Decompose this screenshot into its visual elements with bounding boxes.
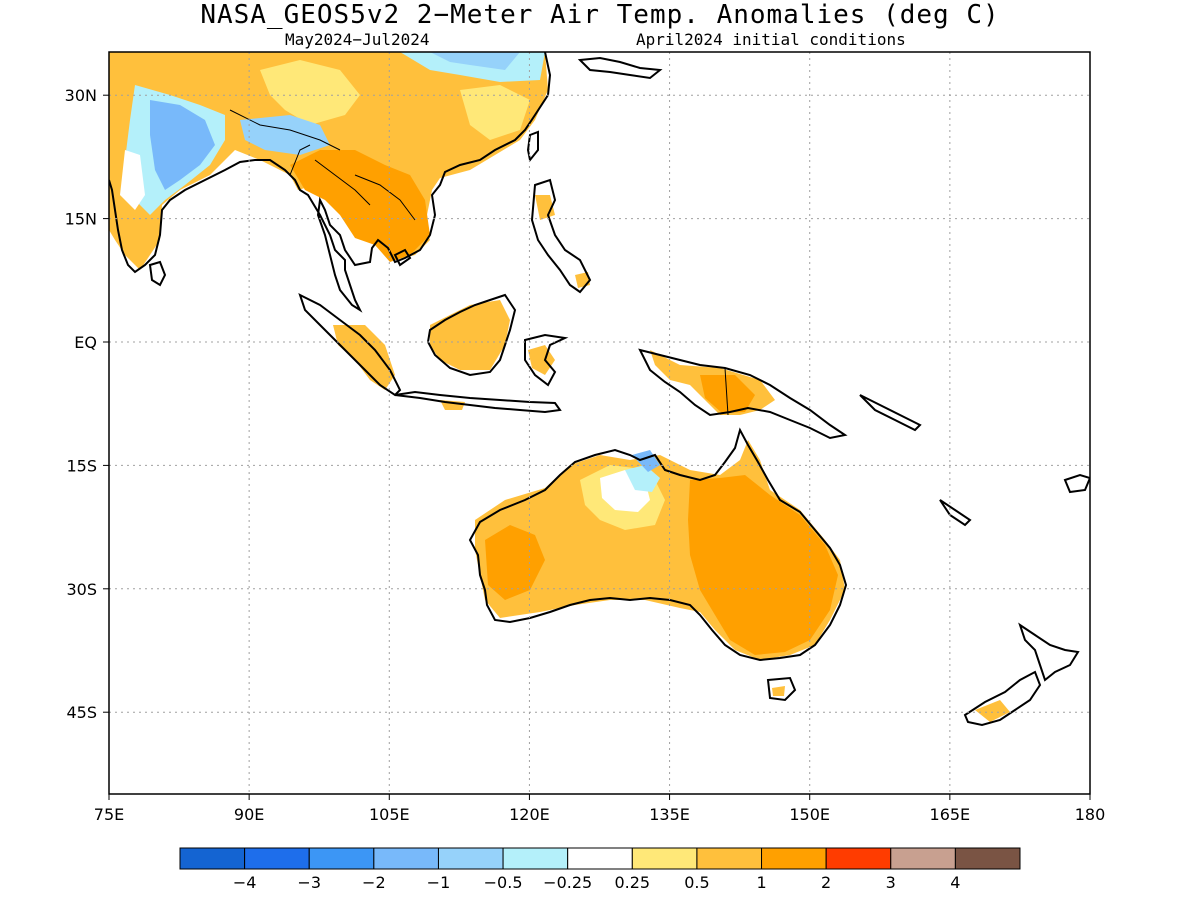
anomaly-region-sumatra	[333, 325, 395, 390]
coastline-sulawesi	[524, 333, 569, 387]
color-legend-swatch	[631, 847, 698, 870]
color-legend-label: 2	[821, 873, 831, 892]
coastline-new-guinea	[638, 348, 848, 440]
border-png	[724, 367, 729, 416]
color-legend-swatch	[437, 847, 504, 870]
coastline-japan	[577, 56, 663, 80]
color-legend-swatch	[696, 847, 763, 870]
lat-tick-label: 30N	[65, 86, 97, 105]
anomaly-region-new-guinea-strong	[700, 375, 755, 413]
color-legend-label: 0.5	[684, 873, 709, 892]
lon-tick-label: 105E	[369, 805, 410, 824]
plot-border	[108, 51, 1091, 795]
border-himalaya	[229, 109, 341, 151]
color-legend-swatch	[954, 847, 1021, 870]
coastlines	[109, 52, 1090, 727]
border-bangladesh	[289, 144, 311, 176]
plot-area	[109, 52, 1090, 727]
color-legend-label: 1	[756, 873, 766, 892]
lat-tick-label: 45S	[66, 703, 97, 722]
color-legend-swatch	[502, 847, 569, 870]
lon-tick-label: 165E	[930, 805, 971, 824]
anomaly-shading	[109, 52, 1010, 722]
anomaly-region-tasmania	[772, 686, 785, 696]
anomaly-region-china-east	[460, 85, 530, 140]
coastline-java	[394, 390, 562, 414]
color-legend-label: −1	[427, 873, 451, 892]
coastline-fiji	[1063, 473, 1090, 494]
coastline-australia	[468, 427, 848, 662]
anomaly-region-philippines	[535, 195, 590, 288]
initial-conditions: April2024 initial conditions	[636, 30, 906, 49]
anomaly-region-india-cooler	[150, 100, 215, 190]
coastline-tasmania	[766, 676, 797, 702]
color-legend-label: 3	[886, 873, 896, 892]
color-legend-label: −0.5	[484, 873, 523, 892]
coastline-borneo	[426, 293, 517, 377]
lat-tick-label: 15S	[66, 456, 97, 475]
lat-tick-label: 30S	[66, 580, 97, 599]
lon-tick-label: 180	[1075, 805, 1106, 824]
color-legend-label: −3	[297, 873, 321, 892]
border-laos-vietnam	[354, 174, 416, 221]
border-myanmar-thailand	[314, 159, 371, 206]
color-legend-swatch	[179, 847, 246, 870]
latitude-labels: 30N 15N EQ 15S 30S 45S	[65, 86, 109, 722]
coastline-asia	[109, 52, 552, 313]
color-legend-swatch	[825, 847, 892, 870]
anomaly-region-australia-west-strong	[485, 525, 545, 600]
color-legend-swatch	[890, 847, 956, 870]
coastline-taiwan	[526, 130, 539, 163]
grid-lines	[109, 52, 1090, 794]
color-legend-label: 4	[950, 873, 960, 892]
color-legend-label: 0.25	[614, 873, 650, 892]
color-legend-swatch	[244, 847, 310, 870]
anomaly-region-indochina	[290, 150, 430, 262]
anomaly-region-australia-north-cool	[625, 465, 660, 492]
lon-tick-label: 75E	[94, 805, 124, 824]
coastline-sri-lanka	[148, 260, 167, 287]
coastline-new-zealand-north	[1018, 622, 1080, 682]
color-legend-label: −2	[362, 873, 386, 892]
lat-tick-label: 15N	[65, 210, 97, 229]
color-legend-swatch	[567, 847, 633, 870]
coastline-new-caledonia	[939, 499, 972, 527]
coastline-hainan	[393, 248, 412, 267]
forecast-period: May2024−Jul2024	[285, 30, 430, 49]
lon-tick-label: 90E	[234, 805, 264, 824]
coastline-philippines	[530, 178, 592, 294]
lat-tick-label: EQ	[74, 333, 97, 352]
anomaly-region-new-zealand	[975, 700, 1010, 722]
country-borders	[229, 109, 729, 416]
map-title: NASA_GEOS5v2 2−Meter Air Temp. Anomalies…	[200, 0, 1000, 30]
color-legend: −4 −3 −2 −1 −0.5 −0.25 0.25 0.5 1 2 3 4	[179, 847, 1021, 892]
anomaly-region-tibet	[260, 60, 360, 125]
color-legend-swatch	[308, 847, 375, 870]
lon-tick-label: 120E	[509, 805, 550, 824]
lon-tick-label: 135E	[649, 805, 690, 824]
color-legend-label: −4	[233, 873, 257, 892]
color-legend-label: −0.25	[543, 873, 592, 892]
anomaly-region-india-white	[120, 150, 145, 210]
anomaly-region-australia-east-strong	[688, 475, 838, 655]
color-legend-swatch	[761, 847, 827, 870]
coastline-new-zealand-south	[963, 670, 1042, 727]
anomaly-region-borneo	[430, 300, 510, 370]
lon-tick-label: 150E	[789, 805, 830, 824]
longitude-labels: 75E 90E 105E 120E 135E 150E 165E 180	[94, 794, 1106, 824]
coastline-solomons	[859, 394, 922, 432]
color-legend-swatch	[373, 847, 439, 870]
anomaly-region-china-north-cool	[430, 52, 520, 70]
